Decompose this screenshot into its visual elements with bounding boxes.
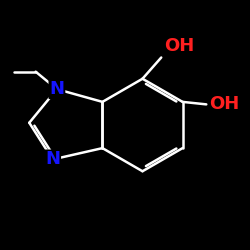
Text: OH: OH	[209, 95, 239, 114]
Text: OH: OH	[164, 37, 194, 55]
Text: N: N	[45, 150, 60, 168]
Text: N: N	[50, 80, 64, 98]
